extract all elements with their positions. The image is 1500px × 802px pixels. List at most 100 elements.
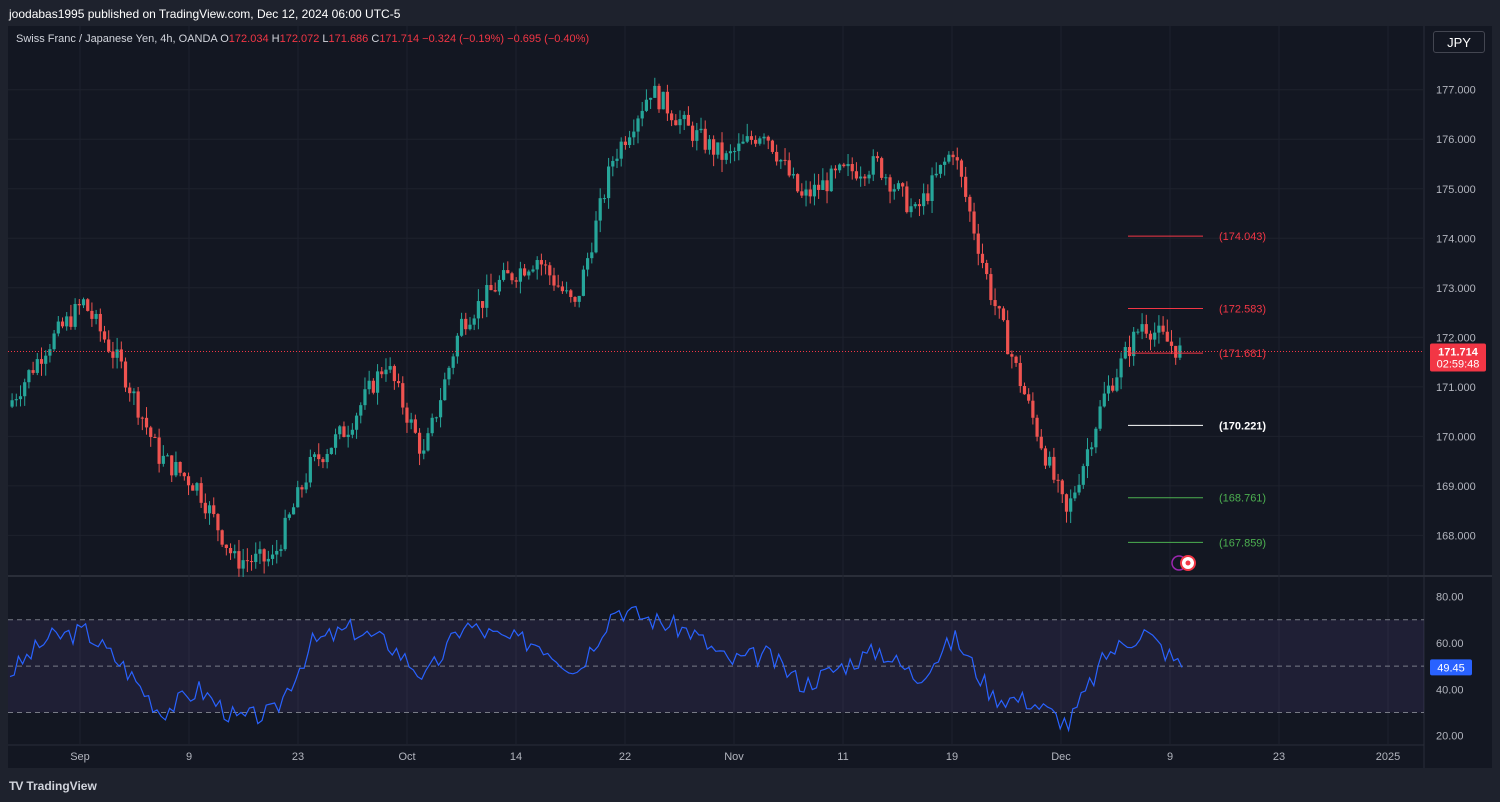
- candle-body: [720, 142, 724, 160]
- price-tick-label: 170.000: [1436, 431, 1476, 443]
- candle-body: [287, 514, 291, 518]
- low-label: L: [322, 33, 329, 45]
- candle-body: [1144, 324, 1148, 334]
- candle-body: [44, 355, 48, 364]
- candle-body: [69, 316, 73, 327]
- candle-body: [325, 454, 329, 463]
- candle-body: [1018, 362, 1022, 387]
- candle-body: [649, 97, 653, 100]
- candle-body: [102, 331, 107, 340]
- candle-body: [65, 316, 69, 327]
- candle-body: [279, 549, 283, 551]
- candle-body: [119, 349, 123, 362]
- candle-body: [1157, 325, 1161, 333]
- tradingview-brand[interactable]: TV TradingView: [9, 779, 97, 793]
- candle-body: [926, 193, 930, 202]
- candle-body: [976, 233, 980, 254]
- candle-body: [98, 313, 102, 332]
- candle-body: [489, 285, 493, 291]
- candle-body: [775, 151, 779, 162]
- time-tick-label: 22: [619, 751, 631, 763]
- candle-body: [695, 130, 699, 141]
- candle-body: [426, 433, 430, 451]
- candle-body: [1123, 347, 1127, 359]
- candle-body: [850, 164, 854, 172]
- candle-body: [602, 198, 607, 200]
- candle-body: [737, 143, 741, 152]
- candle-body: [262, 549, 266, 562]
- last-price-badge: [1430, 343, 1486, 372]
- candle-body: [199, 483, 203, 503]
- open-value: 172.034: [228, 33, 269, 45]
- tradingview-logo-icon: TV: [9, 779, 23, 793]
- candle-body: [972, 211, 976, 234]
- time-tick-label: Dec: [1051, 751, 1071, 763]
- candle-body: [594, 220, 598, 253]
- candle-body: [501, 270, 506, 280]
- candle-body: [838, 164, 842, 171]
- candle-body: [938, 164, 943, 174]
- candle-body: [329, 447, 333, 455]
- candle-body: [842, 164, 846, 167]
- candle-body: [480, 301, 485, 308]
- candle-body: [438, 400, 443, 418]
- candle-body: [39, 359, 44, 364]
- candle-body: [178, 461, 182, 473]
- candle-body: [506, 270, 510, 274]
- candle-body: [812, 184, 817, 197]
- candle-body: [157, 437, 161, 464]
- candle-body: [1014, 356, 1018, 363]
- candle-body: [144, 417, 149, 428]
- candle-body: [909, 206, 913, 213]
- candle-body: [1132, 331, 1136, 357]
- candle-body: [1010, 354, 1014, 357]
- chart-legend: Swiss Franc / Japanese Yen, 4h, OANDA O1…: [16, 33, 589, 45]
- candle-body: [1052, 456, 1056, 480]
- candle-body: [212, 505, 216, 515]
- candle-body: [405, 407, 409, 423]
- candle-body: [149, 427, 153, 438]
- candle-body: [1136, 331, 1140, 333]
- candle-body: [207, 505, 212, 514]
- candle-body: [1031, 400, 1035, 418]
- candle-body: [691, 125, 695, 141]
- candle-body: [367, 380, 371, 390]
- candle-body: [699, 128, 703, 131]
- candle-body: [31, 370, 35, 373]
- time-tick-label: 14: [510, 751, 522, 763]
- rsi-tick-label: 80.00: [1436, 592, 1464, 604]
- change2-value: −0.695 (−0.40%): [507, 33, 590, 45]
- candle-body: [1001, 308, 1006, 321]
- candle-body: [1094, 428, 1098, 448]
- candle-body: [577, 295, 581, 302]
- candle-body: [384, 369, 388, 375]
- open-label: O: [220, 33, 229, 45]
- rsi-tick-label: 20.00: [1436, 731, 1464, 743]
- candle-body: [741, 141, 745, 144]
- candle-body: [670, 113, 674, 121]
- candle-body: [140, 417, 144, 419]
- footer: TV TradingView: [0, 770, 1500, 802]
- candle-body: [216, 514, 220, 531]
- candle-body: [1127, 347, 1132, 357]
- time-tick-label: Sep: [70, 751, 90, 763]
- chart-frame[interactable]: [8, 26, 1492, 768]
- price-chart[interactable]: 177.000 176.000 175.000 174.000 173.000 172.0…: [0, 0, 1500, 770]
- last-price-label: 171.714: [1438, 346, 1479, 358]
- candle-body: [884, 177, 888, 179]
- rsi-band-fill: [8, 619, 1424, 713]
- candle-body: [863, 176, 867, 179]
- candle-body: [249, 561, 254, 563]
- candle-body: [1006, 320, 1010, 355]
- currency-button[interactable]: JPY: [1433, 31, 1485, 53]
- close-label: C: [371, 33, 380, 45]
- candle-body: [401, 383, 405, 408]
- candle-body: [724, 153, 728, 160]
- candle-body: [258, 549, 262, 554]
- candle-body: [375, 371, 380, 393]
- candle-body: [396, 381, 401, 384]
- publish-header: joodabas1995 published on TradingView.co…: [0, 0, 1500, 26]
- candle-body: [728, 151, 733, 154]
- candle-body: [1077, 484, 1081, 493]
- candle-body: [783, 159, 787, 161]
